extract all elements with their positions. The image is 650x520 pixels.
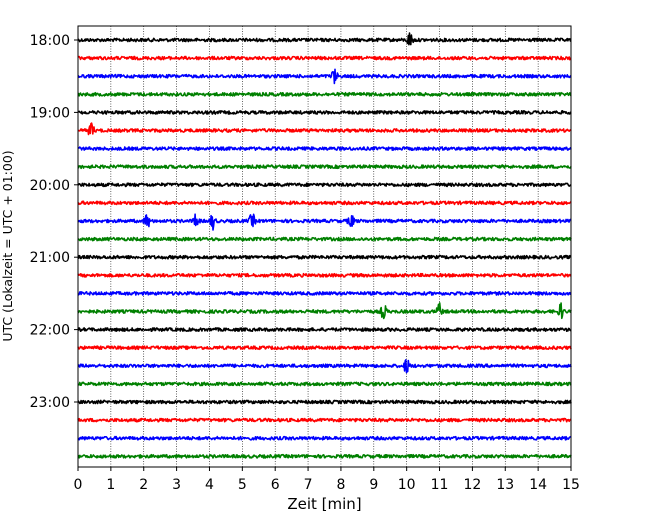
x-tick-label: 8 [336, 477, 345, 493]
trace-line-1915 [77, 122, 572, 136]
y-tick-label: 18:00 [30, 33, 70, 49]
x-tick-label: 2 [139, 477, 148, 493]
trace-line-2030 [77, 213, 572, 231]
plot-frame [77, 25, 572, 468]
trace-line-2045 [77, 236, 572, 242]
axis-ticks: 0 1 2 3 4 5 6 7 8 9 10 11 12 13 14 1518:0019:0020:0021:… [30, 33, 580, 493]
x-tick-label: 15 [562, 477, 580, 493]
trace-line-2300 [77, 399, 572, 405]
y-tick-label: 19:00 [30, 105, 70, 121]
trace-line-2230 [77, 359, 572, 374]
trace-line-2330 [77, 435, 572, 441]
trace-line-2115 [77, 272, 572, 278]
trace-line-2215 [77, 345, 572, 351]
trace-line-2130 [77, 291, 572, 296]
x-tick-label: 14 [529, 477, 547, 493]
trace-line-1800 [77, 32, 572, 46]
x-tick-label: 3 [172, 477, 181, 493]
x-tick-label: 9 [369, 477, 378, 493]
grid-lines [110, 26, 539, 467]
trace-line-2245 [77, 381, 572, 387]
x-tick-label: 11 [431, 477, 449, 493]
x-tick-label: 5 [238, 477, 247, 493]
y-tick-label: 20:00 [30, 178, 70, 194]
trace-line-2315 [77, 417, 572, 423]
trace-line-2200 [77, 327, 572, 332]
x-tick-label: 4 [205, 477, 214, 493]
y-tick-label: 22:00 [30, 323, 70, 339]
x-tick-label: 6 [271, 477, 280, 493]
x-tick-label: 10 [398, 477, 416, 493]
y-tick-label: 21:00 [30, 250, 70, 266]
x-tick-label: 0 [74, 477, 83, 493]
trace-line-2015 [77, 200, 572, 206]
trace-line-1845 [77, 91, 572, 97]
x-tick-label: 7 [304, 477, 313, 493]
trace-line-2345 [77, 453, 572, 459]
trace-line-2100 [77, 254, 572, 260]
trace-line-1815 [77, 55, 572, 61]
x-tick-label: 1 [106, 477, 115, 493]
trace-line-1900 [77, 110, 572, 115]
trace-line-1830 [77, 68, 572, 85]
y-axis-label: UTC (Lokalzeit = UTC + 01:00) [0, 150, 15, 341]
trace-line-2145 [77, 302, 572, 320]
trace-line-2000 [77, 182, 572, 188]
x-tick-label: 13 [496, 477, 514, 493]
x-axis-label: Zeit [min] [287, 495, 361, 513]
trace-line-1945 [77, 164, 572, 170]
y-tick-label: 23:00 [30, 395, 70, 411]
trace-lines [77, 32, 572, 459]
trace-line-1930 [77, 146, 572, 151]
x-tick-label: 12 [463, 477, 481, 493]
